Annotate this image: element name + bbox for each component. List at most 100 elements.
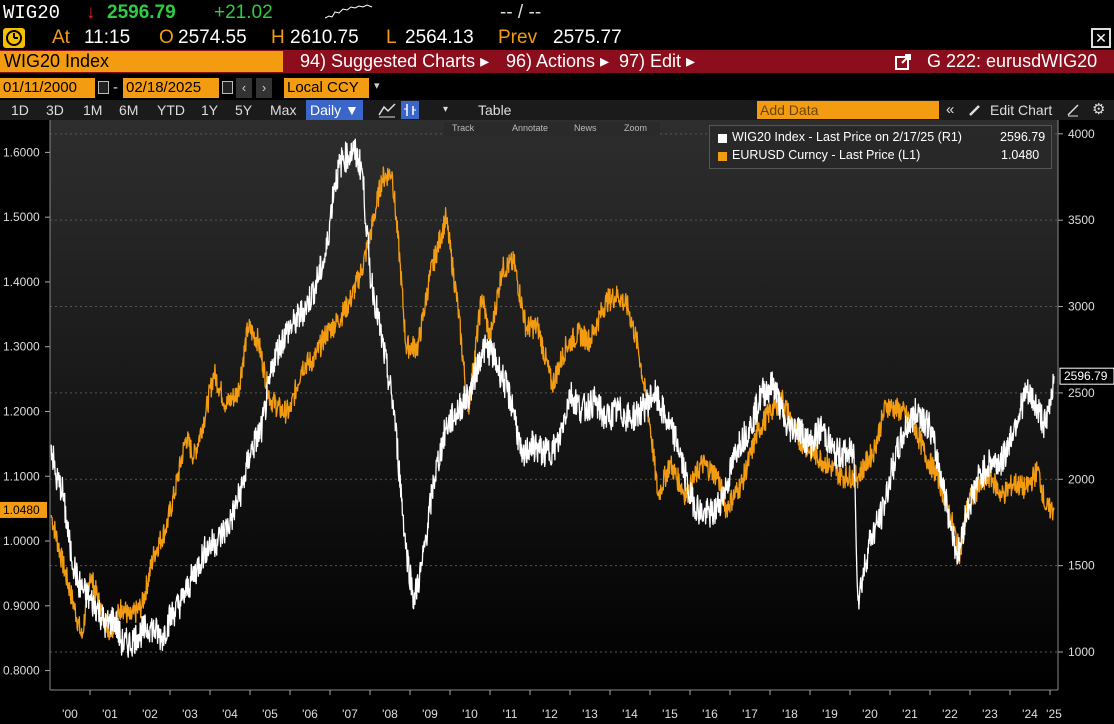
actions-menu[interactable]: 96) Actions ▸ [506, 51, 610, 71]
range-6m[interactable]: 6M [119, 102, 139, 118]
right-tick-label: 1500 [1068, 559, 1095, 573]
x-tick-label: '19 [822, 707, 838, 721]
range-1d[interactable]: 1D [11, 102, 29, 118]
annotate-tool[interactable]: Annotate [512, 123, 549, 133]
low-label: L [386, 27, 397, 48]
chart-mini-toolbar: Track Annotate News Zoom [444, 122, 660, 136]
x-tick-label: '08 [382, 707, 398, 721]
series-group [50, 138, 1055, 658]
x-tick-label: '04 [222, 707, 238, 721]
x-tick-label: '15 [662, 707, 678, 721]
left-tick-label: 1.1000 [3, 469, 40, 483]
last-value-labels: 2596.79 1.0480 [0, 367, 1114, 518]
next-period-button[interactable]: › [256, 78, 272, 98]
left-tick-label: 1.4000 [3, 275, 40, 289]
popout-icon[interactable] [894, 53, 912, 71]
edit-chart-button[interactable]: Edit Chart [990, 102, 1053, 118]
bid-ask: -- / -- [500, 2, 542, 23]
end-date-field[interactable]: 02/18/2025 [123, 78, 219, 98]
calendar-icon[interactable] [98, 81, 109, 94]
bar-chart-icon[interactable] [401, 101, 419, 119]
sparkline-icon [325, 4, 373, 19]
currency-select[interactable]: Local CCY [284, 78, 369, 98]
track-tool[interactable]: Track [452, 123, 475, 133]
right-tick-label: 2000 [1068, 472, 1095, 486]
edit-menu[interactable]: 97) Edit ▸ [619, 51, 696, 71]
pencil-icon[interactable] [968, 103, 982, 117]
right-axis: 1000 1500 2000 2500 3000 3500 4000 [1057, 120, 1095, 690]
range-ytd[interactable]: YTD [157, 102, 185, 118]
range-1y[interactable]: 1Y [201, 102, 219, 118]
x-tick-label: '17 [742, 707, 758, 721]
chevron-down-icon[interactable]: ▾ [443, 104, 449, 115]
news-tool[interactable]: News [574, 123, 597, 133]
high-label: H [271, 27, 285, 48]
x-tick-label: '12 [542, 707, 558, 721]
left-tick-label: 1.2000 [3, 404, 40, 418]
left-tick-label: 0.9000 [3, 599, 40, 613]
settings-gear-icon[interactable]: ⚙ [1092, 101, 1106, 118]
security-field[interactable]: WIG20 Index [0, 51, 283, 72]
series-line-wig20 [50, 138, 1055, 658]
calendar-icon[interactable] [222, 81, 233, 94]
zoom-tool[interactable]: Zoom [624, 123, 648, 133]
suggested-charts-menu[interactable]: 94) Suggested Charts ▸ [300, 51, 490, 71]
legend-label-eur: EURUSD Curncy - Last Price (L1) [732, 148, 921, 162]
price-chart[interactable]: 0.8000 0.9000 1.0000 1.1000 1.2000 1.3000 1.40… [0, 120, 1114, 724]
x-tick-label: '13 [582, 707, 598, 721]
collapse-icon[interactable]: « [946, 101, 955, 118]
open-label: O [159, 27, 174, 48]
range-3d[interactable]: 3D [46, 102, 64, 118]
add-data-input[interactable]: Add Data [757, 101, 939, 119]
x-tick-label: '00 [62, 707, 78, 721]
left-axis: 0.8000 0.9000 1.0000 1.1000 1.2000 1.3000 1.40… [3, 120, 51, 690]
chevron-down-icon[interactable]: ▾ [374, 80, 380, 92]
right-tick-label: 2500 [1068, 386, 1095, 400]
range-1m[interactable]: 1M [83, 102, 103, 118]
plot-area [50, 120, 1058, 690]
x-tick-label: '03 [182, 707, 198, 721]
legend-swatch-wig [718, 134, 727, 143]
line-chart-icon[interactable] [378, 102, 396, 118]
ohlc-line: At 11:15 O 2574.55 H 2610.75 L 2564.13 P… [0, 26, 1114, 50]
wig-last-label: 2596.79 [1064, 369, 1108, 383]
right-tick-label: 3000 [1068, 300, 1095, 314]
right-tick-label: 4000 [1068, 127, 1095, 141]
x-tick-label: '24 [1022, 707, 1038, 721]
down-arrow-icon: ↓ [86, 2, 96, 23]
legend-value-wig: 2596.79 [1000, 130, 1046, 144]
range-max[interactable]: Max [270, 102, 297, 118]
table-button[interactable]: Table [478, 102, 512, 118]
last-price: 2596.79 [107, 2, 176, 23]
legend-value-eur: 1.0480 [1001, 148, 1040, 162]
date-range-bar: 01/11/2000 - 02/18/2025 ‹ › Local CCY ▾ [0, 78, 1114, 100]
x-tick-label: '07 [342, 707, 358, 721]
x-tick-label: '02 [142, 707, 158, 721]
x-tick-label: '18 [782, 707, 798, 721]
x-tick-label: '14 [622, 707, 638, 721]
frequency-select[interactable]: Daily ▼ [306, 100, 363, 120]
x-tick-label: '09 [422, 707, 438, 721]
range-5y[interactable]: 5Y [235, 102, 253, 118]
at-label: At [52, 27, 70, 48]
close-icon[interactable]: ✕ [1091, 28, 1111, 48]
series-line-eurusd [50, 166, 1055, 641]
open-value: 2574.55 [178, 27, 247, 48]
legend-swatch-eur [718, 152, 727, 161]
draw-tool-icon[interactable] [1066, 103, 1080, 117]
high-value: 2610.75 [290, 27, 359, 48]
clock-icon [3, 28, 25, 48]
x-tick-label: '21 [902, 707, 918, 721]
x-tick-label: '23 [982, 707, 998, 721]
x-tick-label: '16 [702, 707, 718, 721]
wig-last-badge [1059, 367, 1114, 385]
left-tick-label: 1.5000 [3, 210, 40, 224]
quote-time: 11:15 [84, 27, 131, 48]
eur-last-label: 1.0480 [3, 503, 40, 517]
quote-line: WIG20 ↓ 2596.79 +21.02 -- / -- [0, 0, 1114, 26]
start-date-field[interactable]: 01/11/2000 [0, 78, 95, 98]
prev-period-button[interactable]: ‹ [236, 78, 252, 98]
legend[interactable]: WIG20 Index - Last Price on 2/17/25 (R1)… [709, 125, 1052, 169]
legend-label-wig: WIG20 Index - Last Price on 2/17/25 (R1) [732, 130, 962, 144]
right-tick-label: 1000 [1068, 645, 1095, 659]
